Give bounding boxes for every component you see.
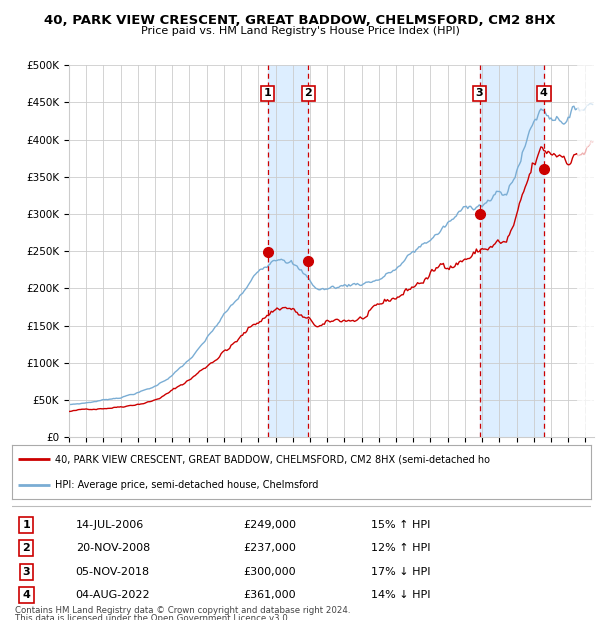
Text: £237,000: £237,000 [244, 543, 296, 553]
Bar [479, 65, 544, 437]
Text: 40, PARK VIEW CRESCENT, GREAT BADDOW, CHELMSFORD, CM2 8HX (semi-detached ho: 40, PARK VIEW CRESCENT, GREAT BADDOW, CH… [55, 454, 490, 464]
Text: This data is licensed under the Open Government Licence v3.0.: This data is licensed under the Open Gov… [15, 614, 290, 620]
Text: 05-NOV-2018: 05-NOV-2018 [76, 567, 150, 577]
Text: 3: 3 [476, 89, 484, 99]
Text: 40, PARK VIEW CRESCENT, GREAT BADDOW, CHELMSFORD, CM2 8HX: 40, PARK VIEW CRESCENT, GREAT BADDOW, CH… [44, 14, 556, 27]
Text: 3: 3 [23, 567, 30, 577]
Text: £361,000: £361,000 [244, 590, 296, 600]
Text: Contains HM Land Registry data © Crown copyright and database right 2024.: Contains HM Land Registry data © Crown c… [15, 606, 350, 616]
Text: 17% ↓ HPI: 17% ↓ HPI [371, 567, 430, 577]
Text: Price paid vs. HM Land Registry's House Price Index (HPI): Price paid vs. HM Land Registry's House … [140, 26, 460, 36]
Bar [577, 65, 596, 437]
Bar [268, 65, 308, 437]
Text: 4: 4 [23, 590, 31, 600]
Text: 12% ↑ HPI: 12% ↑ HPI [371, 543, 430, 553]
Text: £249,000: £249,000 [244, 520, 296, 529]
Text: 14-JUL-2006: 14-JUL-2006 [76, 520, 144, 529]
Text: 15% ↑ HPI: 15% ↑ HPI [371, 520, 430, 529]
Text: 04-AUG-2022: 04-AUG-2022 [76, 590, 151, 600]
Text: 2: 2 [23, 543, 31, 553]
Text: HPI: Average price, semi-detached house, Chelmsford: HPI: Average price, semi-detached house,… [55, 480, 319, 490]
Text: 2: 2 [304, 89, 312, 99]
Text: 1: 1 [23, 520, 31, 529]
Text: 4: 4 [540, 89, 548, 99]
Text: 20-NOV-2008: 20-NOV-2008 [76, 543, 150, 553]
Text: 14% ↓ HPI: 14% ↓ HPI [371, 590, 430, 600]
Text: £300,000: £300,000 [244, 567, 296, 577]
Text: 1: 1 [264, 89, 272, 99]
